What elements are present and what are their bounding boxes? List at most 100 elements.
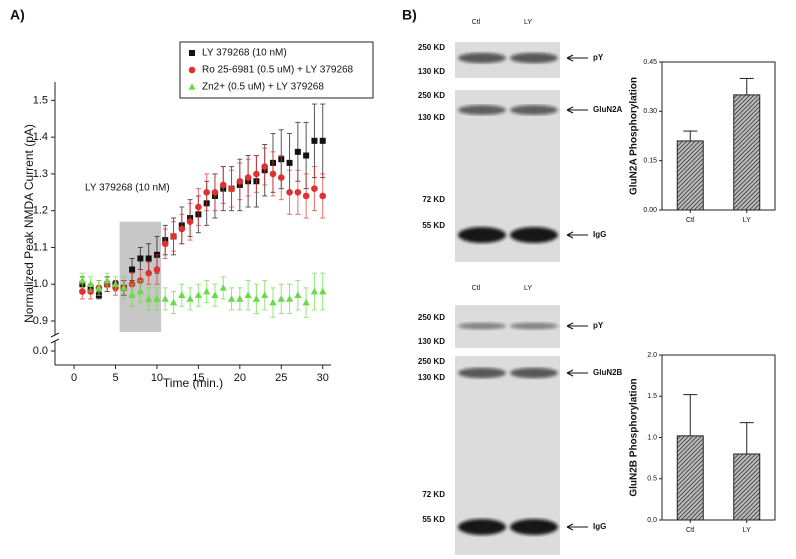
marker	[252, 295, 261, 302]
y-tick-label: 0.00	[643, 207, 657, 214]
size-marker: 250 KD	[418, 313, 445, 322]
size-marker: 130 KD	[418, 373, 445, 382]
band-label: pY	[593, 321, 604, 330]
marker	[219, 181, 227, 189]
marker	[195, 203, 202, 211]
x-tick-label: LY	[743, 217, 751, 224]
marker	[244, 174, 252, 181]
marker	[186, 218, 194, 226]
x-tick-label: Ctl	[686, 217, 695, 224]
marker	[261, 163, 268, 170]
marker	[319, 192, 327, 200]
marker	[188, 66, 196, 74]
y-tick-label: 0.9	[33, 315, 48, 327]
marker	[303, 152, 310, 159]
y-tick-label: 1.3	[33, 168, 48, 180]
y-tick-label: 1.2	[33, 205, 48, 217]
marker	[203, 287, 211, 295]
marker	[302, 192, 310, 200]
marker	[285, 295, 294, 302]
arrow-head	[566, 231, 574, 239]
size-marker: 250 KD	[418, 91, 445, 100]
size-marker: 55 KD	[422, 221, 445, 230]
size-marker: 55 KD	[422, 515, 445, 524]
marker	[228, 185, 235, 192]
blot-band	[510, 227, 558, 243]
marker	[111, 280, 120, 288]
y-tick-label: 1.1	[33, 241, 48, 253]
blot-band	[458, 105, 506, 115]
marker	[286, 188, 293, 196]
marker	[186, 295, 194, 302]
marker	[153, 266, 161, 273]
legend-label: LY 379268 (10 nM)	[202, 48, 287, 59]
marker	[227, 295, 236, 302]
marker	[145, 255, 152, 262]
marker	[95, 284, 103, 291]
size-marker: 130 KD	[418, 67, 445, 76]
x-tick-label: LY	[743, 527, 751, 534]
marker	[253, 170, 260, 178]
size-marker: 250 KD	[418, 43, 445, 52]
y-tick-label: 1.5	[33, 94, 48, 106]
marker	[294, 291, 302, 299]
marker	[78, 276, 86, 284]
annotation: LY 379268 (10 nM)	[85, 183, 170, 194]
error-bar	[739, 77, 754, 95]
blot-band	[510, 322, 558, 330]
marker	[311, 137, 318, 144]
legend-label: Ro 25-6981 (0.5 uM) + LY 379268	[202, 65, 354, 76]
size-marker: 72 KD	[422, 195, 445, 204]
marker	[310, 287, 319, 295]
y-tick-label: 0.0	[647, 517, 657, 524]
marker	[277, 174, 285, 181]
error-bar	[683, 130, 698, 141]
arrow-head	[566, 523, 574, 531]
band-label: IgG	[593, 230, 606, 239]
legend	[179, 41, 374, 99]
legend-label: Zn2+ (0.5 uM) + LY 379268	[202, 82, 324, 93]
blot-band	[458, 367, 506, 379]
x-tick-label: Ctl	[686, 527, 695, 534]
band-label: IgG	[593, 522, 606, 531]
band-label: GluN2A	[593, 105, 623, 114]
marker	[136, 287, 144, 295]
y-tick-label: 1.4	[33, 131, 48, 143]
blot-band	[510, 105, 558, 115]
blot-band	[510, 519, 558, 535]
marker	[145, 269, 152, 277]
y-tick-label: 1.0	[647, 434, 657, 441]
x-tick-label: 10	[151, 372, 163, 384]
marker	[178, 291, 186, 299]
plot-frame	[661, 61, 776, 211]
marker	[244, 291, 252, 299]
blot-band	[458, 519, 506, 535]
marker	[236, 295, 244, 302]
size-marker: 72 KD	[422, 490, 445, 499]
marker	[294, 188, 302, 196]
band-label: GluN2B	[593, 368, 623, 377]
marker	[211, 291, 219, 299]
marker	[161, 295, 169, 302]
arrow-head	[566, 322, 574, 330]
arrow-head	[566, 369, 574, 377]
x-tick-label: 30	[317, 372, 329, 384]
marker	[170, 233, 177, 240]
marker	[137, 255, 144, 262]
arrow-head	[566, 54, 574, 62]
marker	[153, 295, 161, 302]
marker	[87, 280, 95, 288]
y-axis-label: GluN2B Phosphorylation	[629, 378, 640, 496]
y-tick-label: 1.0	[33, 278, 48, 290]
size-marker: 130 KD	[418, 337, 445, 346]
size-marker: 250 KD	[418, 357, 445, 366]
size-marker: 130 KD	[418, 113, 445, 122]
marker	[188, 83, 196, 90]
marker	[302, 298, 310, 306]
x-tick-label: 0	[71, 372, 77, 384]
bar	[733, 453, 761, 521]
marker	[286, 159, 293, 166]
bar	[733, 94, 761, 211]
x-tick-label: 20	[234, 372, 246, 384]
